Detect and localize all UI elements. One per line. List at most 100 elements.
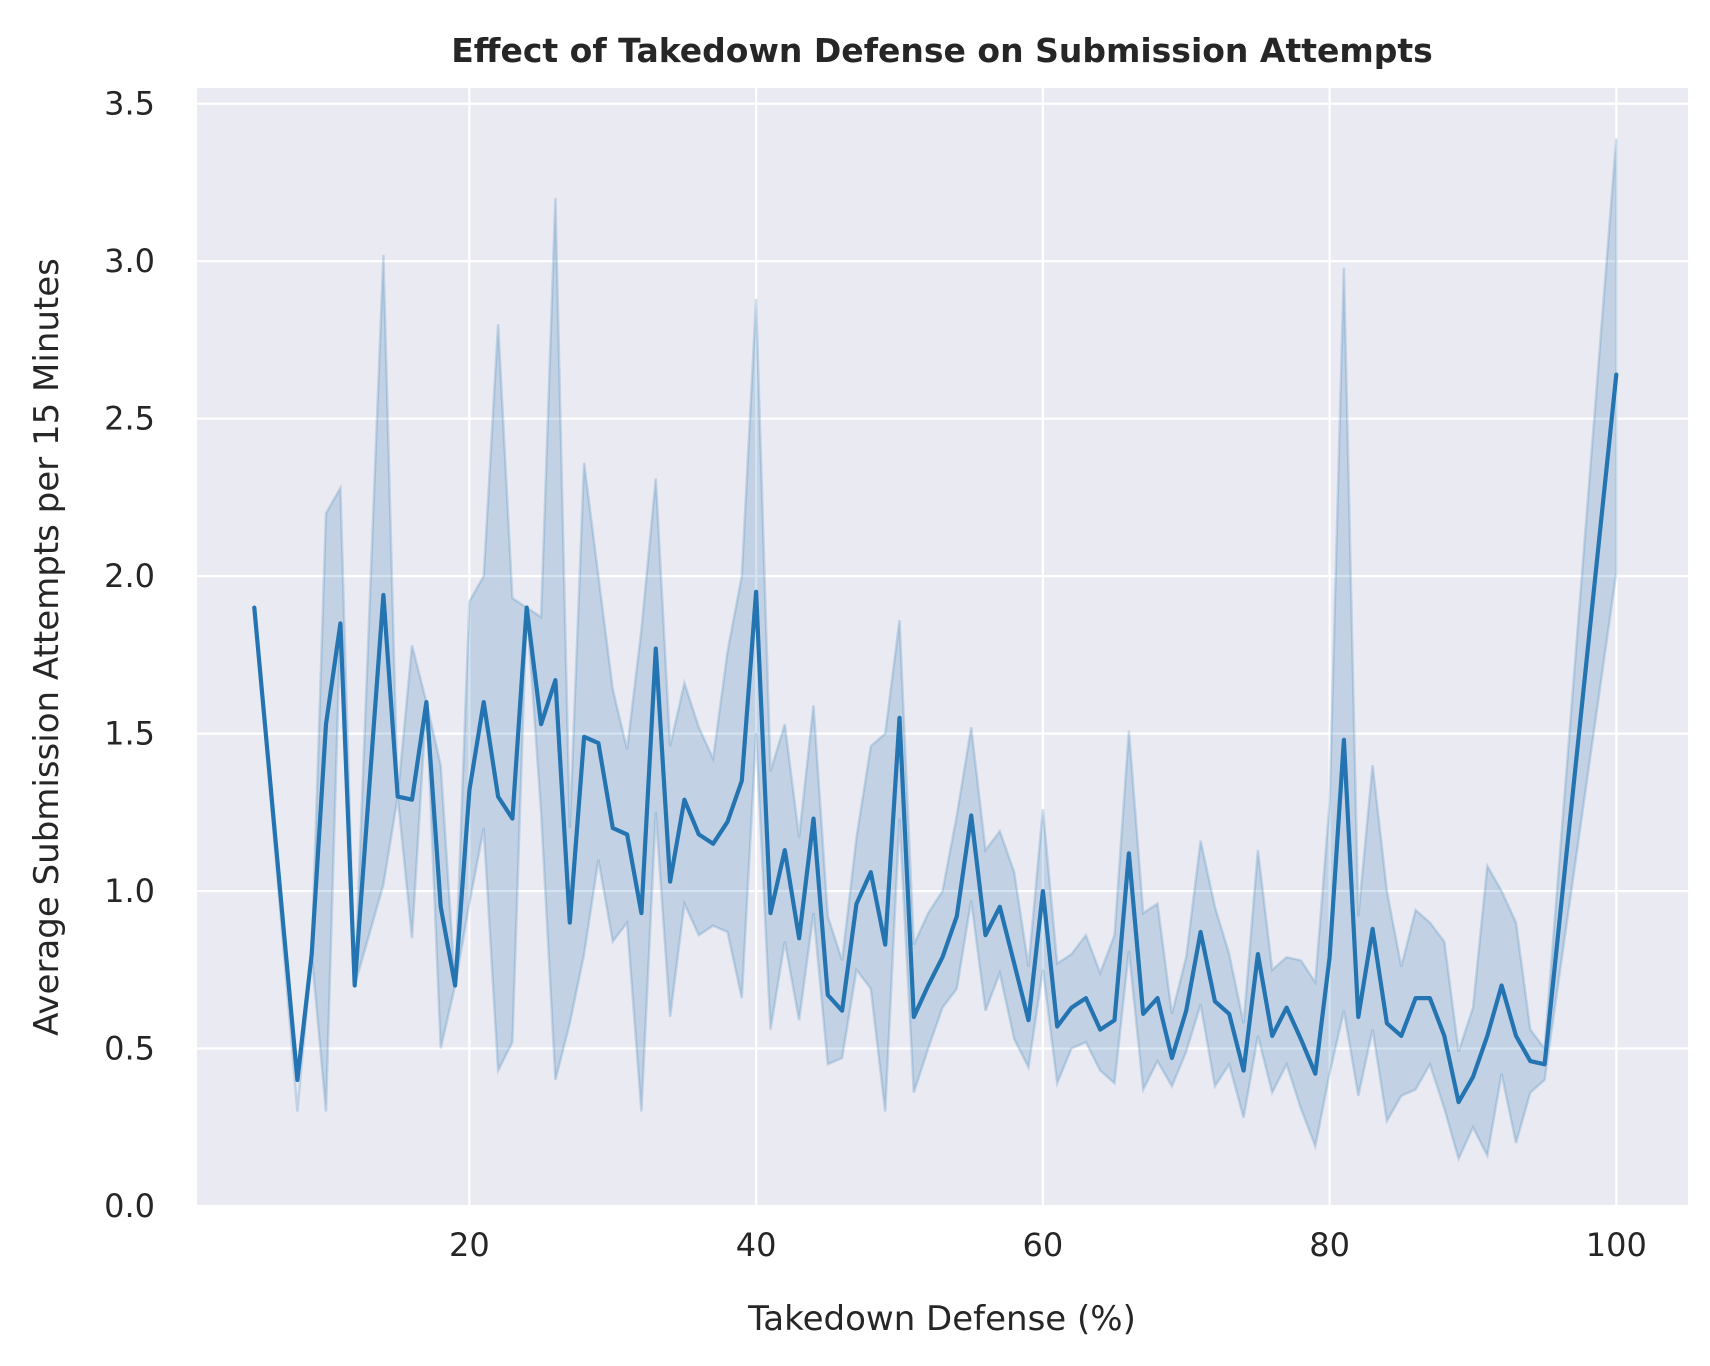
x-tick-label: 80 <box>1309 1226 1350 1264</box>
data-point <box>955 914 959 918</box>
data-point <box>1113 1018 1117 1022</box>
x-tick-label: 100 <box>1586 1226 1647 1264</box>
data-point <box>1227 1012 1231 1016</box>
data-point <box>654 647 658 651</box>
data-point <box>783 848 787 852</box>
data-point <box>711 842 715 846</box>
data-point <box>482 700 486 704</box>
data-point <box>1485 1034 1489 1038</box>
data-point <box>1242 1069 1246 1073</box>
data-point <box>1399 1034 1403 1038</box>
data-point <box>639 911 643 915</box>
data-point <box>611 826 615 830</box>
data-point <box>969 814 973 818</box>
data-point <box>467 788 471 792</box>
data-point <box>1428 996 1432 1000</box>
data-point <box>883 943 887 947</box>
data-point <box>1313 1072 1317 1076</box>
data-point <box>1170 1056 1174 1060</box>
data-point <box>568 921 572 925</box>
data-point <box>926 984 930 988</box>
data-point <box>324 722 328 726</box>
y-tick-label: 2.5 <box>104 400 155 438</box>
data-point <box>353 984 357 988</box>
data-point <box>1328 955 1332 959</box>
data-point <box>726 820 730 824</box>
y-tick-label: 3.0 <box>104 242 155 280</box>
data-point <box>855 902 859 906</box>
data-point <box>424 700 428 704</box>
data-point <box>310 952 314 956</box>
x-axis-label: Takedown Defense (%) <box>747 1299 1136 1339</box>
chart-title: Effect of Takedown Defense on Submission… <box>451 31 1433 70</box>
data-point <box>525 606 529 610</box>
data-point <box>1285 1006 1289 1010</box>
data-point <box>998 905 1002 909</box>
y-tick-label: 0.5 <box>104 1030 155 1068</box>
data-point <box>1299 1037 1303 1041</box>
data-point <box>1500 984 1504 988</box>
data-point <box>1027 1018 1031 1022</box>
data-point <box>1184 1009 1188 1013</box>
data-point <box>1199 930 1203 934</box>
data-point <box>439 905 443 909</box>
data-point <box>1442 1034 1446 1038</box>
data-point <box>1414 996 1418 1000</box>
data-point <box>912 1015 916 1019</box>
data-point <box>840 1009 844 1013</box>
series-line <box>252 372 1619 1105</box>
y-tick-label: 1.0 <box>104 872 155 910</box>
data-point <box>1041 889 1045 893</box>
data-point <box>1385 1021 1389 1025</box>
y-axis-label: Average Submission Attempts per 15 Minut… <box>27 258 67 1036</box>
data-point <box>697 832 701 836</box>
data-point <box>539 722 543 726</box>
data-point <box>797 936 801 940</box>
data-point <box>1614 373 1618 377</box>
data-point <box>668 880 672 884</box>
data-point <box>295 1078 299 1082</box>
y-tick-label: 0.0 <box>104 1187 155 1225</box>
data-point <box>984 933 988 937</box>
data-point <box>1543 1062 1547 1066</box>
data-point <box>1156 996 1160 1000</box>
data-point <box>1141 1012 1145 1016</box>
x-tick-labels: 20 40 60 80 100 <box>449 1226 1647 1264</box>
data-point <box>869 870 873 874</box>
data-point <box>682 798 686 802</box>
y-tick-label: 1.5 <box>104 715 155 753</box>
data-point <box>1084 996 1088 1000</box>
data-point <box>1012 962 1016 966</box>
data-point <box>496 795 500 799</box>
data-point <box>1055 1025 1059 1029</box>
data-point <box>1256 952 1260 956</box>
data-point <box>381 593 385 597</box>
data-point <box>1371 927 1375 931</box>
y-tick-label: 3.5 <box>104 85 155 123</box>
data-point <box>625 832 629 836</box>
x-tick-label: 40 <box>736 1226 777 1264</box>
data-point <box>1528 1059 1532 1063</box>
data-point <box>582 735 586 739</box>
data-point <box>1098 1028 1102 1032</box>
data-point <box>410 798 414 802</box>
data-point <box>754 590 758 594</box>
y-tick-label: 2.0 <box>104 557 155 595</box>
data-point <box>252 606 256 610</box>
data-point <box>1127 851 1131 855</box>
grid-lines <box>197 88 1688 1208</box>
x-tick-label: 60 <box>1022 1226 1063 1264</box>
data-point <box>898 716 902 720</box>
data-point <box>338 621 342 625</box>
data-point <box>1356 1015 1360 1019</box>
data-point <box>1471 1075 1475 1079</box>
data-point <box>553 678 557 682</box>
data-point <box>941 955 945 959</box>
data-point <box>1342 738 1346 742</box>
data-point <box>769 911 773 915</box>
data-point <box>1457 1100 1461 1104</box>
data-point <box>812 817 816 821</box>
data-point <box>1270 1034 1274 1038</box>
data-point <box>510 817 514 821</box>
